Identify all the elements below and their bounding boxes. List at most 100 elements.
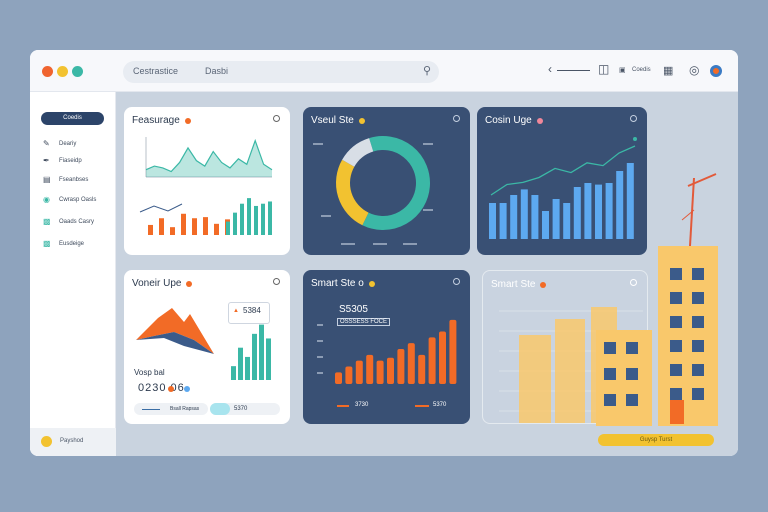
card-title: Voneir Upe xyxy=(132,278,193,289)
bar xyxy=(595,184,602,239)
card-menu-icon[interactable] xyxy=(453,278,460,285)
status-dot xyxy=(186,280,193,287)
toolbar-label: Coedis xyxy=(632,67,651,73)
sidebar-item-5[interactable]: ▩ Eusdeige xyxy=(43,238,84,250)
mountain-shape xyxy=(136,308,214,354)
bar xyxy=(259,324,264,380)
card-title: Cosin Uge xyxy=(485,115,543,126)
bar xyxy=(407,343,415,384)
sidebar-item-1[interactable]: ✒ Fiaseidp xyxy=(43,155,82,167)
doc-icon[interactable]: ▣ xyxy=(619,67,626,74)
sidebar-primary-button[interactable]: Coedis xyxy=(41,112,104,125)
label-placeholder xyxy=(341,243,355,245)
trend-line xyxy=(139,203,183,213)
bar xyxy=(226,221,230,235)
series-line xyxy=(145,138,273,173)
tick-label xyxy=(317,372,323,374)
bar xyxy=(563,203,571,239)
maximize-window-button[interactable] xyxy=(72,66,83,77)
card-smart-ste-o[interactable]: Smart Ste o S5305 OSSSESS FOCE 3730 5370 xyxy=(303,270,470,424)
bar xyxy=(345,366,353,384)
bar xyxy=(170,227,175,235)
sidebar-item-0[interactable]: ✎ Deariy xyxy=(43,138,76,150)
card-vseul-ste[interactable]: Vseul Ste xyxy=(303,107,470,255)
bar xyxy=(499,203,507,239)
donut-chart xyxy=(313,136,433,245)
grid-icon[interactable]: ▦ xyxy=(663,65,674,77)
card-voneir-upe[interactable]: Voneir Upe 5384 ▲ Vosp bal 0230 06 Bsall… xyxy=(124,270,290,424)
num-dot xyxy=(184,386,190,392)
card-menu-icon[interactable] xyxy=(630,115,637,122)
bar-line-chart xyxy=(489,137,637,239)
close-window-button[interactable] xyxy=(42,66,53,77)
card-menu-icon[interactable] xyxy=(273,115,280,122)
panel-icon[interactable]: ◫ xyxy=(598,62,610,76)
series-line xyxy=(490,145,636,196)
sidebar-item-label: Oaads Casry xyxy=(59,219,95,225)
card-chart xyxy=(136,308,271,380)
status-dot xyxy=(184,117,191,124)
bar xyxy=(439,331,446,384)
bar xyxy=(519,335,551,423)
bar xyxy=(252,333,257,380)
head-sub: OSSSESS FOCE xyxy=(337,318,391,326)
bar xyxy=(531,195,539,239)
card-feasurage[interactable]: Feasurage xyxy=(124,107,290,255)
status-dot xyxy=(536,117,543,124)
bar xyxy=(520,189,528,239)
sidebar-footer[interactable]: Payshod xyxy=(30,428,116,456)
bar xyxy=(261,203,265,235)
sidebar-footer-label: Payshod xyxy=(60,438,84,444)
edit-icon: ✒ xyxy=(43,156,50,165)
card-smart-ste[interactable]: Smart Ste xyxy=(482,270,648,424)
card-menu-icon[interactable] xyxy=(273,278,280,285)
minimize-window-button[interactable] xyxy=(57,66,68,77)
card-title: Feasurage xyxy=(132,115,191,126)
label-placeholder xyxy=(403,243,417,245)
bar-chart xyxy=(317,319,457,384)
card-menu-icon[interactable] xyxy=(453,115,460,122)
search-bar[interactable]: Cestrastice Dasbi ⚲ xyxy=(123,61,439,83)
globe-icon: ◉ xyxy=(43,195,50,204)
card-title: Vseul Ste xyxy=(311,115,365,126)
bar xyxy=(266,338,271,380)
dashboard-main: Feasurage Vseul Ste Cosin Uge Voneir Upe… xyxy=(116,92,738,456)
card-menu-icon[interactable] xyxy=(630,279,637,286)
label-placeholder xyxy=(423,209,433,211)
settings-icon[interactable]: ◎ xyxy=(689,63,700,77)
label-placeholder xyxy=(373,243,387,245)
donut-slice xyxy=(342,138,374,168)
pill-left[interactable]: Bsall Rapsas xyxy=(134,403,208,415)
line-endpoint xyxy=(633,137,637,141)
donut-slice xyxy=(336,159,369,226)
arrow-line xyxy=(557,70,590,71)
sidebar-item-3[interactable]: ◉ Cwrasp Oasls xyxy=(43,194,96,206)
legend-swatch xyxy=(337,405,349,407)
search-icon[interactable]: ⚲ xyxy=(422,65,431,77)
card-cosin-uge[interactable]: Cosin Uge xyxy=(477,107,647,255)
label-placeholder xyxy=(321,215,331,217)
bar xyxy=(418,354,426,384)
pill-right[interactable]: 5370 xyxy=(210,403,280,415)
legend-swatch xyxy=(415,405,429,407)
num-dot xyxy=(168,386,174,392)
pen-icon: ✎ xyxy=(43,139,50,148)
bottom-action-bar[interactable]: Guysp Turst xyxy=(598,434,714,446)
back-arrow-icon[interactable]: ‹ xyxy=(548,62,552,76)
stat-box-value: 5384 xyxy=(243,306,261,315)
tick-label xyxy=(317,356,323,358)
bar xyxy=(181,213,186,235)
sidebar-item-2[interactable]: ▤ Fseanbses xyxy=(43,174,88,186)
sidebar-item-4[interactable]: ▩ Oaads Casry xyxy=(43,216,94,228)
bar xyxy=(238,347,243,380)
bar xyxy=(584,183,592,239)
status-dot xyxy=(368,280,375,287)
bar xyxy=(387,357,394,384)
bar xyxy=(366,354,374,384)
avatar[interactable] xyxy=(710,65,722,77)
sidebar: Coedis ✎ Deariy ✒ Fiaseidp ▤ Fseanbses ◉ Cwr… xyxy=(30,92,116,456)
label-placeholder xyxy=(423,143,433,145)
bar xyxy=(203,217,208,235)
bar xyxy=(148,224,153,235)
footer-value-1: 3730 xyxy=(355,402,369,408)
